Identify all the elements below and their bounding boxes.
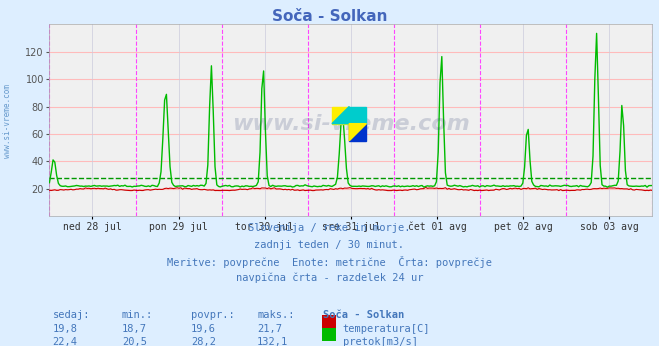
Text: 20,5: 20,5: [122, 337, 147, 346]
Bar: [332, 107, 349, 124]
Text: 132,1: 132,1: [257, 337, 288, 346]
Text: navpična črta - razdelek 24 ur: navpična črta - razdelek 24 ur: [236, 273, 423, 283]
Polygon shape: [332, 107, 349, 124]
Text: 28,2: 28,2: [191, 337, 216, 346]
Text: sedaj:: sedaj:: [53, 310, 90, 320]
Text: min.:: min.:: [122, 310, 153, 320]
Text: 18,7: 18,7: [122, 324, 147, 334]
Text: pretok[m3/s]: pretok[m3/s]: [343, 337, 418, 346]
Text: temperatura[C]: temperatura[C]: [343, 324, 430, 334]
Text: Soča - Solkan: Soča - Solkan: [323, 310, 404, 320]
Text: Slovenija / reke in morje.: Slovenija / reke in morje.: [248, 223, 411, 233]
Text: www.si-vreme.com: www.si-vreme.com: [3, 84, 13, 158]
Bar: [349, 107, 366, 124]
Text: 21,7: 21,7: [257, 324, 282, 334]
Text: Soča - Solkan: Soča - Solkan: [272, 9, 387, 24]
Polygon shape: [349, 124, 366, 141]
Text: maks.:: maks.:: [257, 310, 295, 320]
Text: Meritve: povprečne  Enote: metrične  Črta: povprečje: Meritve: povprečne Enote: metrične Črta:…: [167, 256, 492, 268]
Bar: [349, 124, 366, 141]
Text: povpr.:: povpr.:: [191, 310, 235, 320]
Text: 19,8: 19,8: [53, 324, 78, 334]
Text: zadnji teden / 30 minut.: zadnji teden / 30 minut.: [254, 240, 405, 250]
Text: 22,4: 22,4: [53, 337, 78, 346]
Text: www.si-vreme.com: www.si-vreme.com: [232, 114, 470, 134]
Text: 19,6: 19,6: [191, 324, 216, 334]
